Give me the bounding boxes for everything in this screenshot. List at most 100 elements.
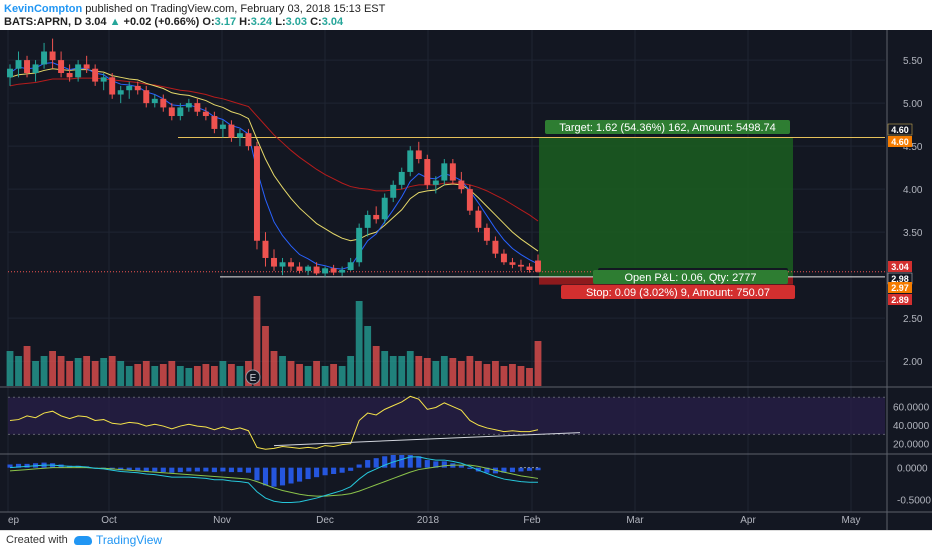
rsi-band xyxy=(8,397,885,435)
price-tag: 3.04 xyxy=(891,262,909,272)
macd-histogram-bar xyxy=(15,463,22,468)
candle-body xyxy=(466,189,473,211)
macd-histogram-bar xyxy=(228,467,234,473)
rsi-tick: 40.0000 xyxy=(893,421,930,432)
pnl-label: Open P&L: 0.06, Qty: 2777 xyxy=(624,272,756,284)
price-tag: 2.98 xyxy=(891,274,909,284)
volume-bar xyxy=(534,341,542,386)
volume-bar xyxy=(483,364,491,386)
macd-histogram-bar xyxy=(143,467,149,472)
price-chart[interactable]: E Target: 1.62 (54.36%) 162, Amount: 5498… xyxy=(0,30,932,530)
candle-body xyxy=(100,77,107,82)
time-tick: Oct xyxy=(101,515,117,526)
macd-histogram-bar xyxy=(484,467,490,473)
volume-bar xyxy=(168,361,176,386)
candle-body xyxy=(313,266,320,274)
price-tag-box xyxy=(888,282,912,293)
candle-body xyxy=(322,268,329,274)
time-tick: Feb xyxy=(523,515,541,526)
last-price: 3.04 xyxy=(85,16,107,28)
macd-histogram-bar xyxy=(331,467,337,474)
candle-body xyxy=(194,103,201,112)
candle-body xyxy=(441,163,448,181)
candle-body xyxy=(202,111,209,117)
candle-body xyxy=(185,103,192,108)
macd-histogram-bar xyxy=(382,456,388,468)
macd-histogram-bar xyxy=(356,464,362,468)
volume-bar xyxy=(159,364,167,386)
volume-bar xyxy=(185,368,193,386)
earnings-marker-label: E xyxy=(250,373,257,384)
price-tick: 2.00 xyxy=(903,357,923,368)
macd-histogram-bar xyxy=(211,467,217,473)
price-tick: 5.00 xyxy=(903,99,923,110)
volume-bar xyxy=(517,366,525,386)
macd-histogram-bar xyxy=(262,467,269,486)
candle-body xyxy=(92,68,99,82)
volume-bar xyxy=(236,366,244,386)
volume-bar xyxy=(287,361,295,386)
volume-bar xyxy=(66,361,74,386)
macd-histogram-bar xyxy=(501,467,507,473)
rsi-tick: 20.0000 xyxy=(893,440,930,451)
volume-bar xyxy=(500,366,508,386)
price-tick: 2.50 xyxy=(903,314,923,325)
candle-body xyxy=(415,150,422,160)
macd-histogram-bar xyxy=(348,467,354,471)
macd-line xyxy=(9,456,538,503)
macd-histogram-bar xyxy=(160,467,166,473)
volume-bar xyxy=(347,356,355,386)
volume-bar xyxy=(228,364,235,386)
candle-body xyxy=(15,60,22,69)
volume-bar xyxy=(440,356,448,386)
created-with-text: Created with xyxy=(6,534,68,546)
candle-body xyxy=(7,68,13,78)
tradingview-logo[interactable]: TradingView xyxy=(74,533,162,547)
volume-bar xyxy=(125,366,133,386)
volume-bar xyxy=(330,364,338,386)
open-value: 3.17 xyxy=(214,16,237,28)
volume-bar xyxy=(457,361,465,386)
candle-body xyxy=(535,260,541,272)
macd-tick: 0.0000 xyxy=(897,464,928,475)
price-tag-box xyxy=(887,123,913,136)
candle-body xyxy=(126,85,133,91)
volume-bar xyxy=(32,361,39,386)
price-tag-box xyxy=(888,261,912,272)
ema-mid-line xyxy=(9,68,539,252)
candle-body xyxy=(271,257,277,267)
volume-bar xyxy=(389,356,397,386)
macd-histogram-bar xyxy=(322,467,328,476)
candle-body xyxy=(134,85,141,91)
candle-body xyxy=(253,146,260,241)
macd-histogram-bar xyxy=(441,461,447,468)
candle-body xyxy=(177,107,184,117)
time-tick: Apr xyxy=(740,515,756,526)
volume-bar xyxy=(151,366,159,386)
candle-body xyxy=(432,180,439,185)
candle-body xyxy=(398,171,405,185)
publish-line: KevinCompton published on TradingView.co… xyxy=(4,3,385,16)
macd-tick: -0.5000 xyxy=(897,495,931,506)
open-label: O: xyxy=(202,16,215,28)
volume-bar xyxy=(372,346,380,386)
candle-body xyxy=(236,133,243,138)
volume-bar xyxy=(117,361,125,386)
candle-body xyxy=(211,116,218,129)
author-link[interactable]: KevinCompton xyxy=(4,3,83,15)
volume-bar xyxy=(40,356,48,386)
macd-histogram-bar xyxy=(271,467,277,487)
macd-histogram-bar xyxy=(7,464,13,468)
macd-histogram-bar xyxy=(118,467,124,471)
tradingview-cloud-icon xyxy=(74,536,92,546)
volume-bar xyxy=(398,356,406,386)
stop-label: Stop: 0.09 (3.02%) 9, Amount: 750.07 xyxy=(586,287,770,299)
earnings-marker xyxy=(245,369,261,385)
candle-body xyxy=(339,270,346,273)
high-value: 3.24 xyxy=(250,16,273,28)
candle-body xyxy=(143,90,150,104)
candle-body xyxy=(228,124,235,138)
pnl-label-box xyxy=(593,270,788,284)
price-tag: 4.60 xyxy=(891,137,909,147)
volume-bar xyxy=(474,361,482,386)
